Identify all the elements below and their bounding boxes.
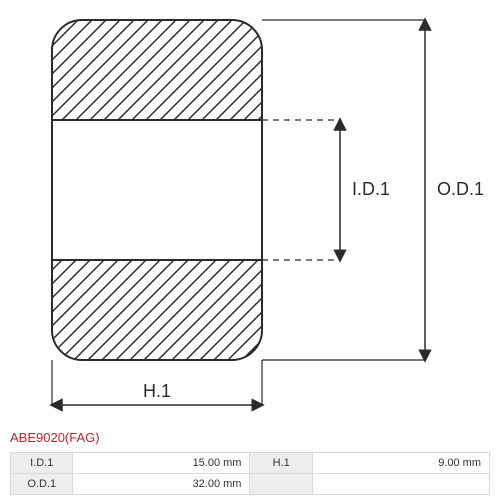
spec-key: H.1 (250, 453, 312, 474)
svg-text:H.1: H.1 (143, 381, 171, 401)
spec-key: I.D.1 (11, 453, 73, 474)
spec-value (312, 474, 489, 495)
table-row: O.D.1 32.00 mm (11, 474, 490, 495)
spec-key (250, 474, 312, 495)
spec-table: I.D.1 15.00 mm H.1 9.00 mm O.D.1 32.00 m… (10, 452, 490, 495)
drawing-svg: I.D.1 O.D.1 H.1 (0, 0, 500, 430)
spec-value: 9.00 mm (312, 453, 489, 474)
part-number: ABE9020(FAG) (10, 430, 100, 445)
spec-value: 15.00 mm (73, 453, 250, 474)
svg-text:O.D.1: O.D.1 (437, 179, 484, 199)
svg-text:I.D.1: I.D.1 (352, 179, 390, 199)
table-row: I.D.1 15.00 mm H.1 9.00 mm (11, 453, 490, 474)
technical-drawing: I.D.1 O.D.1 H.1 (0, 0, 500, 430)
spec-key: O.D.1 (11, 474, 73, 495)
spec-value: 32.00 mm (73, 474, 250, 495)
